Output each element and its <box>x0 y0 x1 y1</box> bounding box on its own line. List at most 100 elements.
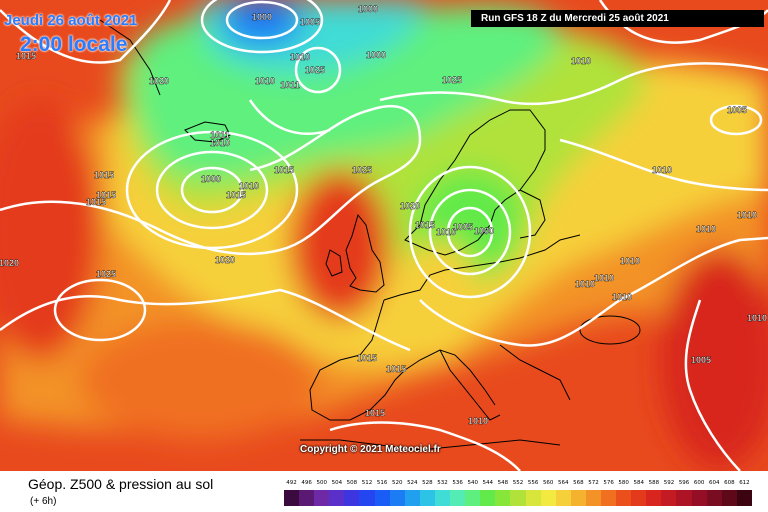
color-scale-bar <box>284 490 752 506</box>
isobar-label: 1011 <box>210 130 230 140</box>
scale-label: 536 <box>452 480 463 486</box>
scale-label: 520 <box>391 480 403 486</box>
isobar-label: 1010 <box>620 256 640 266</box>
scale-swatch <box>389 490 405 506</box>
scale-swatch <box>374 490 390 506</box>
isobar-label: 1010 <box>696 224 716 234</box>
scale-swatch <box>329 490 345 506</box>
scale-swatch <box>721 490 737 506</box>
scale-swatch <box>570 490 586 506</box>
scale-swatch <box>284 490 300 506</box>
scale-swatch <box>419 490 435 506</box>
scale-label: 584 <box>633 480 645 486</box>
scale-label: 524 <box>407 480 418 486</box>
scale-label: 596 <box>678 480 690 486</box>
legend-bar: Géop. Z500 & pression au sol (+ 6h) 492 4… <box>0 471 768 512</box>
isobar-label: 1015 <box>386 364 406 374</box>
scale-swatch <box>465 490 481 506</box>
coastlines <box>99 19 641 451</box>
isobar-label: 1000 <box>252 12 272 22</box>
scale-label: 588 <box>648 480 660 486</box>
scale-swatch <box>359 490 375 506</box>
scale-label: 540 <box>467 480 478 486</box>
scale-label: 564 <box>558 480 569 486</box>
scale-swatch <box>314 490 330 506</box>
isobar-label: 1010 <box>652 165 672 175</box>
legend-subtitle: (+ 6h) <box>30 496 57 507</box>
scale-label: 560 <box>542 480 554 486</box>
color-scale-labels: 492 496 500 504 508 512 516 520 524 528 532 536 540 5… <box>284 480 752 489</box>
isobar-label: 1025 <box>442 75 462 85</box>
isobar-label: 1010 <box>239 181 259 191</box>
isobar-label: 1025 <box>96 269 116 279</box>
copyright-notice: Copyright © 2021 Meteociel.fr <box>300 444 441 455</box>
scale-label: 568 <box>573 480 584 486</box>
isobar-label: 1010 <box>255 76 275 86</box>
isobar-label: 1010 <box>571 56 591 66</box>
isobar-label: 1005 <box>300 17 320 27</box>
scale-label: 492 <box>286 480 297 486</box>
isobar-label: 1005 <box>453 222 473 232</box>
weather-map: 1000 1005 1000 1015 1010 1025 1000 1010 1020 1010… <box>0 0 768 471</box>
scale-swatch <box>631 490 647 506</box>
isobar-label: 1015 <box>16 51 36 61</box>
scale-label: 572 <box>588 480 599 486</box>
forecast-time: 2:00 locale <box>20 33 128 56</box>
isobar-label: 1025 <box>352 165 372 175</box>
isobar-label: 1000 <box>474 226 494 236</box>
scale-swatch <box>450 490 466 506</box>
scale-swatch <box>585 490 601 506</box>
isobar-label: 1010 <box>436 227 456 237</box>
scale-swatch <box>600 490 617 506</box>
scale-label: 600 <box>693 480 705 486</box>
isobar-label: 1010 <box>575 279 595 289</box>
legend-title: Géop. Z500 & pression au sol <box>28 476 214 492</box>
isobar-label: 1015 <box>415 220 435 230</box>
scale-label: 532 <box>437 480 448 486</box>
scale-label: 604 <box>709 480 720 486</box>
isobar-label: 1015 <box>357 353 377 363</box>
scale-label: 508 <box>346 480 358 486</box>
isobar-label: 1020 <box>400 201 420 211</box>
scale-label: 608 <box>724 480 735 486</box>
scale-label: 556 <box>527 480 539 486</box>
scale-swatch <box>510 490 526 506</box>
scale-label: 528 <box>422 480 433 486</box>
isobar-label: 1000 <box>201 174 221 184</box>
scale-swatch <box>480 490 496 506</box>
isobar-label: 1011 <box>280 80 300 90</box>
isobar-label: 1010 <box>290 52 310 62</box>
scale-swatch <box>676 490 692 506</box>
isobar-label: 1005 <box>691 355 711 365</box>
scale-swatch <box>525 490 541 506</box>
scale-label: 576 <box>603 480 614 486</box>
scale-swatch <box>404 490 420 506</box>
isobar-label: 1005 <box>727 105 747 115</box>
isobar-label: 1015 <box>96 190 116 200</box>
isobar-label: 1000 <box>358 4 378 14</box>
scale-swatch <box>540 490 556 506</box>
scale-label: 544 <box>482 480 494 486</box>
scale-swatch <box>706 490 722 506</box>
scale-label: 512 <box>361 480 373 486</box>
isobar-label: 1015 <box>274 165 294 175</box>
scale-swatch <box>661 490 677 506</box>
isobar-label: 1020 <box>0 258 19 268</box>
scale-swatch <box>646 490 662 506</box>
isobar-label: 1020 <box>215 255 235 265</box>
scale-swatch <box>495 490 511 506</box>
scale-label: 552 <box>512 480 524 486</box>
isobar-label: 1000 <box>366 50 386 60</box>
isobar-label: 1015 <box>86 197 106 207</box>
scale-label: 548 <box>497 480 509 486</box>
scale-label: 580 <box>618 480 629 486</box>
forecast-date: Jeudi 26 août 2021 <box>4 12 138 29</box>
scale-swatch <box>434 490 451 506</box>
run-info-box: Run GFS 18 Z du Mercredi 25 août 2021 <box>471 10 764 27</box>
isobar-label: 1010 <box>210 138 230 148</box>
scale-swatch <box>344 490 360 506</box>
isobar-label: 1015 <box>94 170 114 180</box>
scale-swatch <box>736 490 752 506</box>
isobar-label: 1010 <box>612 292 632 302</box>
